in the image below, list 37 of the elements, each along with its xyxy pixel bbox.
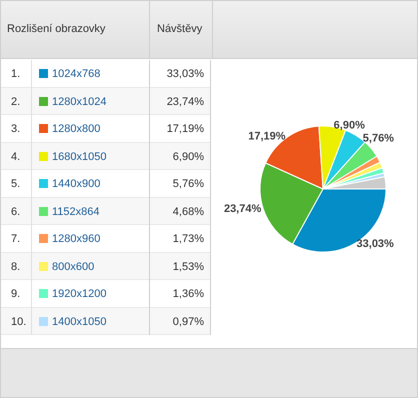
data-label: 1,73% [172, 233, 204, 245]
text: 23,74% [166, 96, 204, 108]
legend-label: 1280x800 [52, 123, 100, 135]
data-label: 6,90% [334, 120, 366, 132]
data-label: 17,19% [248, 130, 286, 142]
text: Návštěvy [157, 23, 202, 35]
data-label: 4,68% [172, 206, 204, 218]
legend-label: 800x600 [52, 260, 94, 272]
text: 33,03% [166, 68, 204, 80]
data-label: 5,76% [362, 132, 394, 145]
legend-label: 1280x960 [52, 233, 100, 245]
text: 4. [11, 150, 20, 162]
legend-label: 1152x864 [52, 206, 100, 218]
data-label: 1,53% [172, 260, 204, 272]
text: 2. [11, 96, 20, 108]
legend-label: 1280x1024 [52, 96, 106, 108]
legend-label: 1024x768 [52, 68, 100, 80]
text: 10. [11, 316, 26, 328]
text: 3. [11, 123, 20, 135]
legend-label: 1680x1050 [52, 150, 106, 162]
text: 5. [11, 178, 20, 190]
legend-label: 1920x1200 [52, 288, 106, 300]
data-label: 0,97% [172, 316, 204, 328]
legend-label: 1400x1050 [52, 316, 106, 328]
data-label: 33,03% [356, 238, 394, 250]
text: 9. [11, 288, 20, 300]
text: 17,19% [166, 123, 204, 135]
legend-label: 1440x900 [52, 178, 100, 190]
text: 8. [11, 260, 20, 272]
data-label: 23,74% [224, 203, 262, 216]
text: 6. [11, 206, 20, 218]
legend-title: Rozlišení obrazovky [7, 23, 106, 35]
text: 1. [11, 68, 20, 80]
data-label: 1,36% [172, 288, 204, 300]
text: 6,90% [172, 150, 204, 162]
text: 7. [11, 233, 20, 245]
text: 5,76% [172, 178, 204, 190]
